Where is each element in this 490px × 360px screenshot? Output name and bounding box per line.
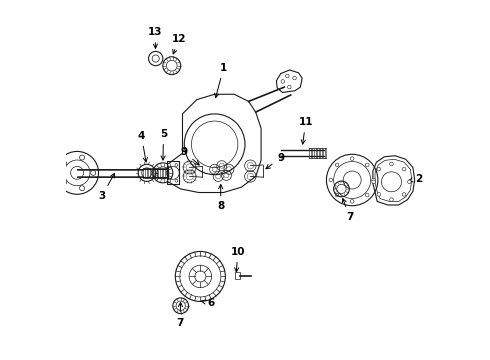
Circle shape xyxy=(293,76,296,80)
Text: 4: 4 xyxy=(138,131,147,162)
Circle shape xyxy=(288,85,291,89)
Text: 3: 3 xyxy=(98,174,115,201)
Text: 7: 7 xyxy=(176,302,184,328)
Circle shape xyxy=(372,178,375,182)
Text: 11: 11 xyxy=(298,117,313,144)
Text: 9: 9 xyxy=(266,153,284,169)
Circle shape xyxy=(168,179,171,182)
Text: 8: 8 xyxy=(217,185,224,211)
Text: 12: 12 xyxy=(172,34,186,54)
Circle shape xyxy=(79,155,85,160)
Circle shape xyxy=(390,162,393,166)
Circle shape xyxy=(350,199,354,203)
Circle shape xyxy=(91,170,96,175)
Circle shape xyxy=(350,157,354,161)
Circle shape xyxy=(335,193,339,197)
Circle shape xyxy=(377,193,381,196)
Circle shape xyxy=(175,179,178,182)
Circle shape xyxy=(79,186,85,191)
Text: 2: 2 xyxy=(409,174,422,184)
Circle shape xyxy=(329,178,333,182)
Circle shape xyxy=(390,198,393,202)
Text: 6: 6 xyxy=(201,298,215,308)
Text: 5: 5 xyxy=(160,129,167,160)
Text: 7: 7 xyxy=(343,199,353,222)
Text: 10: 10 xyxy=(231,247,245,272)
Circle shape xyxy=(168,163,171,166)
Circle shape xyxy=(402,167,406,171)
Circle shape xyxy=(366,163,369,167)
Circle shape xyxy=(62,161,67,166)
Circle shape xyxy=(286,74,289,78)
Text: 9: 9 xyxy=(181,147,199,165)
Circle shape xyxy=(175,163,178,166)
Circle shape xyxy=(402,193,406,196)
Circle shape xyxy=(408,180,411,184)
Circle shape xyxy=(366,193,369,197)
Circle shape xyxy=(335,163,339,167)
Circle shape xyxy=(62,180,67,185)
Circle shape xyxy=(281,80,285,83)
Text: 1: 1 xyxy=(215,63,227,98)
Text: 13: 13 xyxy=(147,27,162,48)
Circle shape xyxy=(377,167,381,171)
Circle shape xyxy=(372,180,375,184)
